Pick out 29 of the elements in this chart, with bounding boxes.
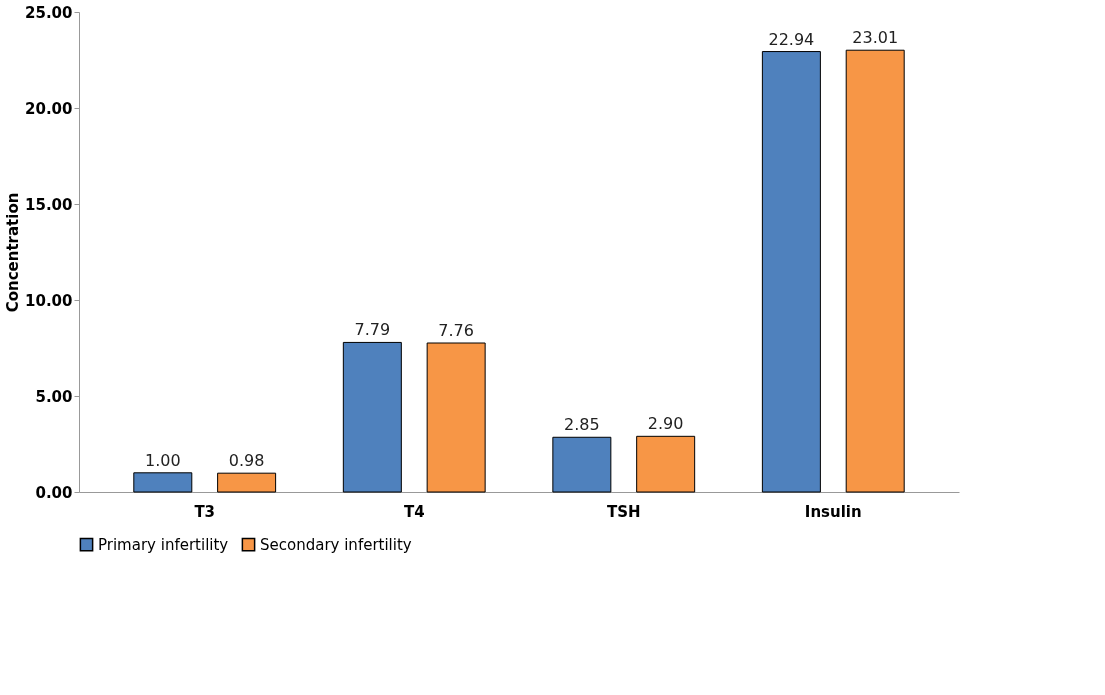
y-tick-label: 5.00: [35, 387, 73, 406]
bar: [342, 341, 402, 493]
data-label: 2.85: [564, 415, 600, 435]
x-tick-label: Insulin: [804, 502, 862, 521]
data-label: 2.90: [647, 414, 684, 434]
x-tick-label: TSH: [606, 502, 641, 521]
y-tick-label: 25.00: [25, 3, 73, 22]
y-tick-label: 10.00: [25, 291, 73, 310]
x-tick-label: T4: [403, 502, 425, 521]
x-tick-label: T3: [194, 502, 216, 521]
data-label: 22.94: [768, 29, 815, 49]
y-axis-title: Concentration: [4, 192, 23, 313]
y-tick-label: 20.00: [25, 99, 73, 118]
bar: [636, 435, 696, 493]
bar: [761, 51, 821, 493]
y-tick-label: 15.00: [25, 195, 73, 214]
data-label: 1.00: [145, 450, 181, 470]
data-label: 7.76: [438, 321, 474, 341]
y-tick-label: 0.00: [35, 483, 73, 502]
bar: [133, 472, 193, 493]
data-label: 23.01: [852, 28, 899, 48]
legend-label: Secondary infertility: [260, 535, 412, 554]
legend-label: Primary infertility: [98, 535, 229, 554]
bar: [426, 342, 486, 493]
data-label: 7.79: [354, 320, 391, 340]
bar: [845, 49, 905, 493]
data-label: 0.98: [228, 451, 265, 471]
bar: [217, 472, 277, 493]
bar: [552, 436, 612, 493]
